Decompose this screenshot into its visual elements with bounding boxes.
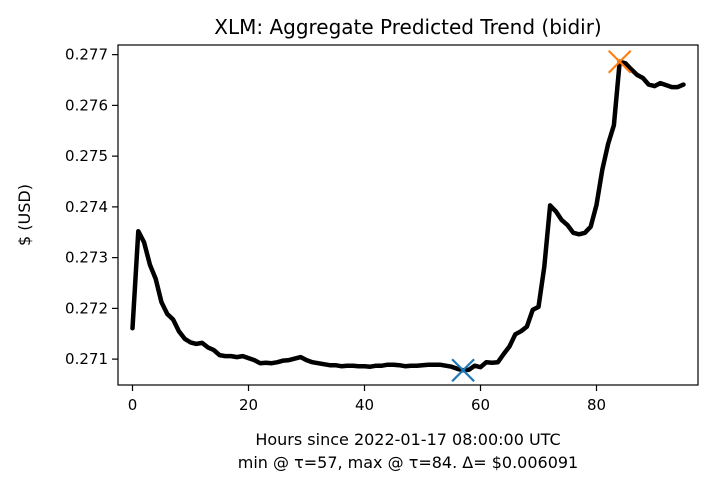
y-axis-label: $ (USD): [15, 184, 34, 246]
x-tick-label: 60: [471, 396, 490, 414]
x-axis-label: Hours since 2022-01-17 08:00:00 UTC: [255, 430, 560, 449]
x-tick-label: 20: [239, 396, 258, 414]
y-tick-label: 0.274: [65, 198, 108, 216]
plot-area: 0 20 40 60 80 0.271 0.272 0.273 0.274 0.275 0.276…: [65, 44, 699, 414]
y-tick-label: 0.271: [65, 350, 108, 368]
max-marker: [607, 49, 632, 74]
chart-title: XLM: Aggregate Predicted Trend (bidir): [214, 15, 601, 39]
x-axis: 0 20 40 60 80: [128, 385, 606, 414]
extrema-markers: [451, 49, 632, 383]
x-tick-label: 80: [587, 396, 606, 414]
y-axis: 0.271 0.272 0.273 0.274 0.275 0.276 0.277: [65, 46, 118, 368]
y-tick-label: 0.275: [65, 147, 108, 165]
y-tick-label: 0.277: [65, 46, 108, 64]
y-tick-label: 0.276: [65, 96, 108, 114]
x-axis-note: min @ τ=57, max @ τ=84. Δ= $0.006091: [238, 453, 578, 472]
x-tick-label: 40: [355, 396, 374, 414]
min-marker: [451, 358, 475, 383]
series-line: [130, 59, 686, 373]
y-tick-label: 0.273: [65, 249, 108, 267]
x-tick-label: 0: [128, 396, 138, 414]
y-tick-label: 0.272: [65, 299, 108, 317]
plot-frame: [117, 44, 699, 386]
